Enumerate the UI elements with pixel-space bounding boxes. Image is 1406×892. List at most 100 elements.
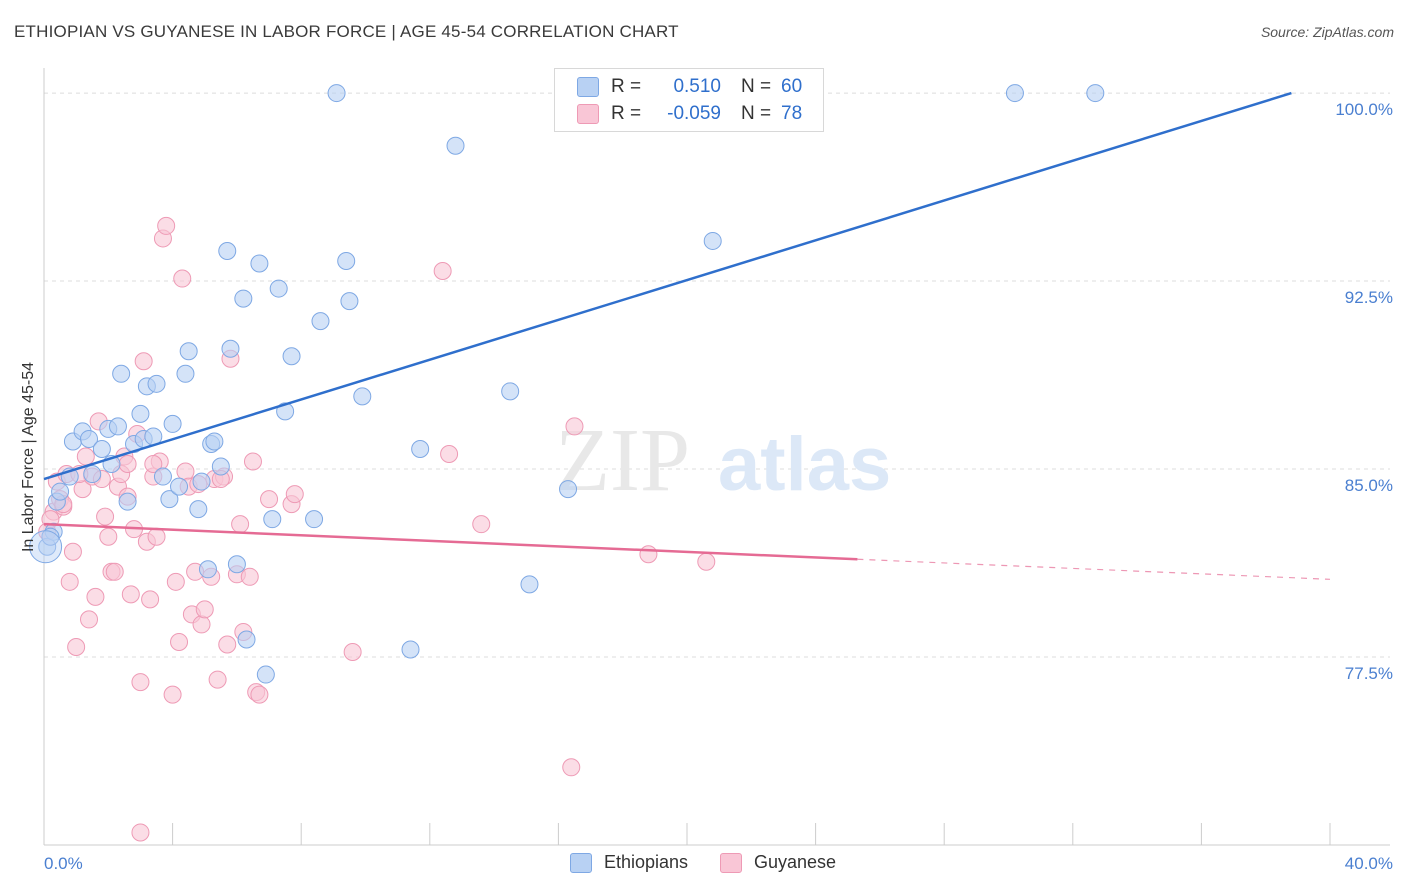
guyanese-point [285,485,304,504]
guyanese-point [118,455,137,474]
ethiopian-point [163,414,182,433]
guyanese-point [639,545,658,564]
series-legend: Ethiopians Guyanese [0,852,1406,873]
ethiopian-point [263,510,282,529]
ethiopian-point [108,417,127,436]
guyanese-point [163,685,182,704]
guyanese-point [440,444,459,463]
series-swatch-ethiopians [569,852,592,873]
guyanese-point [343,643,362,662]
legend-n-label: N = [741,103,772,124]
ethiopian-point [80,429,99,448]
legend-r-label: R = [611,103,642,124]
ethiopian-point [170,477,189,496]
ethiopian-point [327,84,346,103]
guyanese-point [250,685,269,704]
x-tick-labels: 0.0% 40.0% [44,854,1393,873]
ethiopian-point [112,364,131,383]
ethiopian-point [1086,84,1105,103]
guyanese-point [76,447,95,466]
legend-swatch-ethiopians [577,77,599,97]
x-tick-label: 0.0% [44,854,83,873]
x-tick-label: 40.0% [1345,854,1393,873]
ethiopian-point [83,465,102,484]
ethiopian-point [250,254,269,273]
series-name-ethiopians: Ethiopians [603,852,688,872]
guyanese-point [99,527,118,546]
guyanese-point [157,216,176,235]
ethiopian-point [227,555,246,574]
guyanese-point [80,610,99,629]
guyanese-point [472,515,491,534]
ethiopian-point [234,289,253,308]
legend-r-value: -0.059 [667,103,721,124]
ethiopian-point [703,231,722,250]
y-tick-label: 92.5% [1345,288,1393,307]
ethiopian-point [1005,84,1024,103]
ethiopian-point [340,292,359,311]
ethiopian-point [401,640,420,659]
guyanese-point [176,462,195,481]
guyanese-trend-line-extension [857,558,1331,580]
ethiopian-point [520,575,539,594]
ethiopian-point [221,339,240,358]
series-legend-guyanese: Guyanese [720,852,836,873]
guyanese-point [105,562,124,581]
guyanese-point [131,823,150,842]
ethiopian-point [176,364,195,383]
ethiopian-point [305,510,324,529]
ethiopian-point [311,312,330,331]
ethiopian-point [160,490,179,509]
guyanese-point [60,572,79,591]
legend-n-label: N = [741,76,772,97]
y-tick-labels: 77.5% 85.0% 92.5% 100.0% [1335,100,1393,683]
guyanese-point [433,262,452,281]
guyanese-point [562,758,581,777]
gridlines [44,92,1390,658]
series-legend-ethiopians: Ethiopians [569,852,688,873]
guyanese-point [231,515,250,534]
watermark-atlas: atlas [718,422,891,507]
ethiopian-point [256,665,275,684]
ethiopian-point [51,482,70,501]
ethiopian-point [269,279,288,298]
guyanese-point [96,507,115,526]
chart-title: ETHIOPIAN VS GUYANESE IN LABOR FORCE | A… [14,22,679,41]
ethiopian-cluster-point [29,530,63,564]
ethiopian-point [41,527,60,546]
ethiopian-point [189,500,208,519]
y-tick-label: 77.5% [1345,664,1393,683]
guyanese-point [192,615,211,634]
series-swatch-guyanese [720,852,742,873]
guyanese-point [195,600,214,619]
guyanese-point [243,452,262,471]
ethiopian-point [282,347,301,366]
ethiopian-point [353,387,372,406]
ethiopian-point [276,402,295,421]
legend-n-value: 60 [781,76,803,97]
ethiopian-point [153,467,172,486]
guyanese-point [173,269,192,288]
guyanese-point [260,490,279,509]
guyanese-point [121,585,140,604]
ethiopian-point [192,472,211,491]
guyanese-point [144,455,163,474]
guyanese-point [86,587,105,606]
ethiopian-point [179,342,198,361]
guyanese-point [218,635,237,654]
guyanese-point [240,567,259,586]
ethiopian-point [147,374,166,393]
ethiopian-point [118,492,137,511]
axes [43,68,1390,846]
guyanese-point [67,637,86,656]
trend-lines [43,91,1331,580]
ethiopian-point [131,404,150,423]
legend-n-value: 78 [781,103,803,124]
y-axis-label: In Labor Force | Age 45-54 [20,362,37,552]
guyanese-point [565,417,584,436]
ethiopian-point [559,480,578,499]
correlation-legend: R = 0.510 N = 60 R = -0.059 N = 78 [554,68,824,132]
ethiopians-points [29,84,1105,684]
legend-row-ethiopians: R = 0.510 N = 60 [577,75,802,99]
